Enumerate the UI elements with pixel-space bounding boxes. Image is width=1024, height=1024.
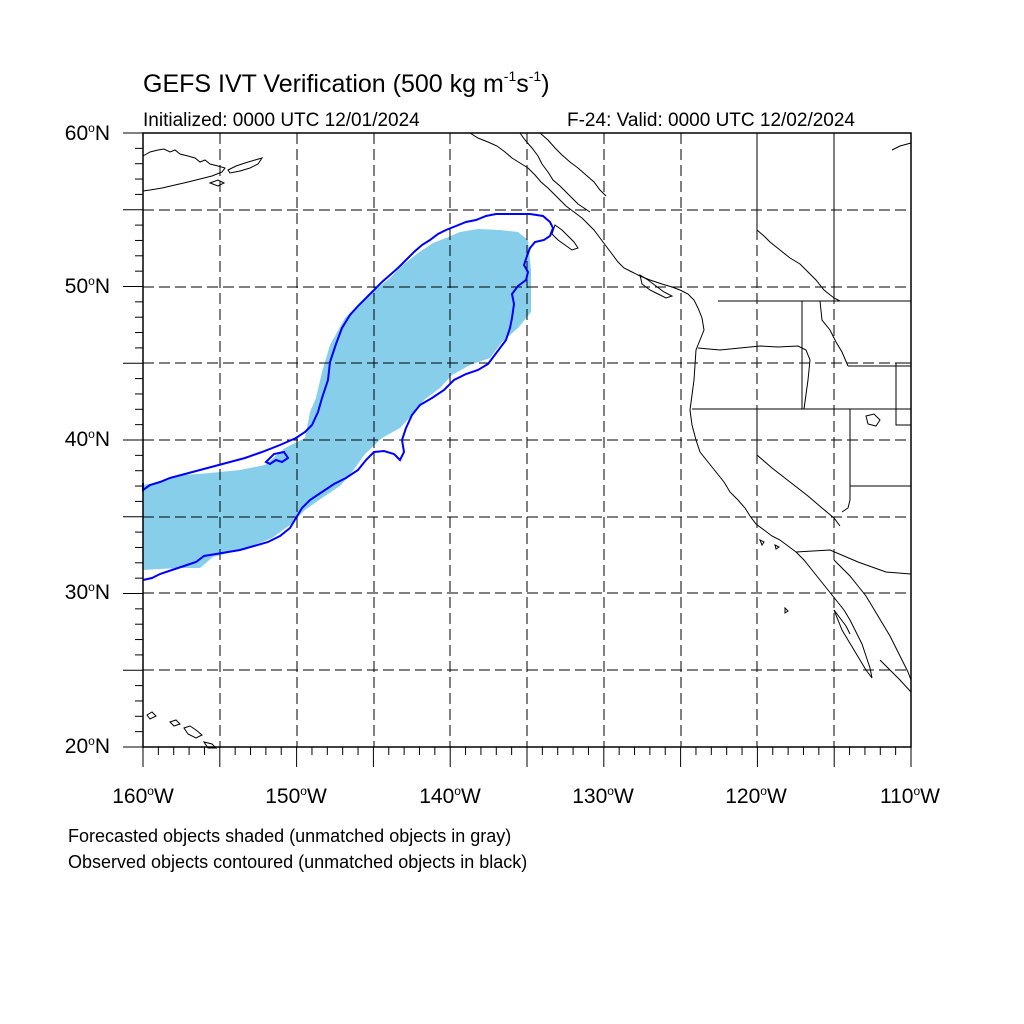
observed-object: [142, 213, 555, 581]
graticule: [143, 133, 911, 747]
valid-time: F-24: Valid: 0000 UTC 12/02/2024: [567, 110, 855, 131]
lon-label-150w: 150oW: [265, 784, 327, 808]
lat-label-50n: 50oN: [64, 274, 110, 298]
coastlines: [142, 132, 912, 749]
initialized-time: Initialized: 0000 UTC 12/01/2024: [143, 110, 420, 131]
lon-label-130w: 130oW: [572, 784, 634, 808]
lat-label-60n: 60oN: [64, 121, 110, 145]
observed-note: Observed objects contoured (unmatched ob…: [68, 852, 528, 872]
lat-label-30n: 30oN: [64, 580, 110, 604]
lon-label-140w: 140oW: [419, 784, 481, 808]
forecast-note: Forecasted objects shaded (unmatched obj…: [68, 826, 512, 846]
axis-ticks: [123, 132, 912, 767]
plot-title: GEFS IVT Verification (500 kg m-1s-1): [143, 67, 550, 98]
lat-label-40n: 40oN: [64, 427, 110, 451]
lat-label-20n: 20oN: [64, 734, 110, 758]
lon-label-120w: 120oW: [725, 784, 787, 808]
lon-label-160w: 160oW: [112, 784, 174, 808]
forecast-object: [143, 229, 531, 570]
lon-label-110w: 110oW: [880, 784, 940, 808]
